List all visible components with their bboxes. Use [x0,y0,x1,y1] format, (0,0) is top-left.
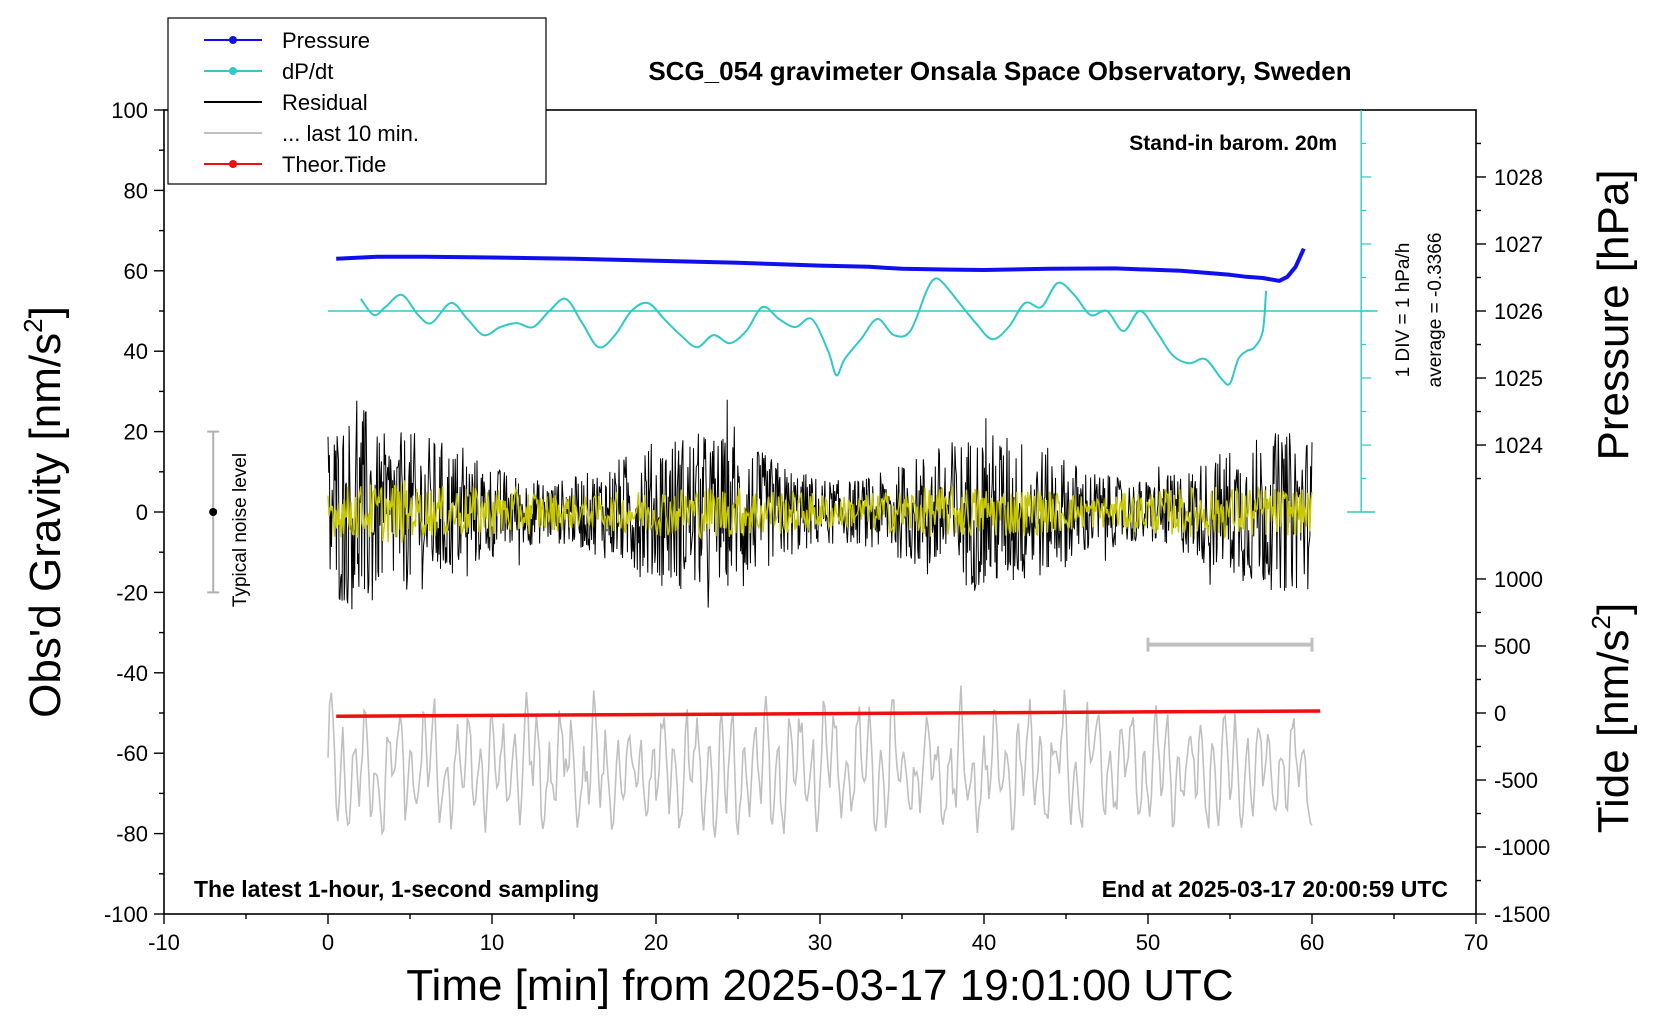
y-axis-left-ticks: -100 -80 -60 -40 -20 0 20 40 60 80 100 [104,98,164,927]
pressure-tick-label: 1027 [1494,232,1543,257]
pressure-tick-label: 1024 [1494,433,1543,458]
tide-tick-label: 0 [1494,701,1506,726]
y-tick-label: -40 [116,661,148,686]
legend-label: Residual [282,90,368,115]
x-tick-label: 40 [972,930,996,955]
residual-filtered-series [327,480,1313,543]
tide-tick-label: 500 [1494,634,1531,659]
tide-tick-label: -1500 [1494,902,1550,927]
legend-marker [229,67,237,75]
legend: Pressure dP/dt Residual ... last 10 min. The… [167,17,547,185]
pressure-tick-label: 1028 [1494,165,1543,190]
y-tick-label: 80 [124,178,148,203]
legend-label: ... last 10 min. [282,121,419,146]
pressure-axis-ticks: 1024 1025 1026 1027 1028 [1476,142,1543,480]
y-axis-label-left: Obs'd Gravity [nm/s2] [18,306,70,718]
y-tick-label: -80 [116,822,148,847]
x-tick-label: 20 [644,930,668,955]
y-tick-label: 60 [124,259,148,284]
pressure-line [336,247,1306,283]
last-10-min-series [327,685,1313,838]
theor-tide-series [336,709,1321,718]
pressure-tick-label: 1025 [1494,366,1543,391]
div-scale-note: 1 DIV = 1 hPa/h [1393,243,1414,378]
y-tick-label: -20 [116,580,148,605]
x-tick-label: -10 [148,930,180,955]
dpdt-series [359,277,1268,386]
y-tick-label: 100 [111,98,148,123]
legend-label: Theor.Tide [282,152,386,177]
chart-title: SCG_054 gravimeter Onsala Space Observat… [648,56,1351,86]
y-axis-label-pressure: Pressure [hPa] [1589,169,1638,460]
tide-tick-label: -500 [1494,768,1538,793]
x-tick-label: 0 [322,930,334,955]
x-axis-label: Time [min] from 2025-03-17 19:01:00 UTC [406,961,1233,1010]
x-tick-label: 30 [808,930,832,955]
noise-bar-dot [209,508,218,516]
bottom-right-note: End at 2025-03-17 20:00:59 UTC [1102,876,1448,902]
tide-axis-ticks: 1000 500 0 -500 -1000 -1500 [1476,567,1550,927]
y-tick-label: 20 [124,420,148,445]
x-axis-ticks: -10 0 10 20 30 40 50 60 70 [148,914,1488,955]
last-10-min-line [327,685,1313,838]
theor-tide-line [336,709,1321,718]
x-tick-label: 60 [1300,930,1324,955]
average-note: average = -0.3366 [1425,233,1446,388]
dpdt-line [359,277,1268,386]
x-tick-label: 70 [1464,930,1488,955]
y-axis-label-tide: Tide [nm/s2] [1586,603,1638,833]
legend-label: dP/dt [282,59,333,84]
y-tick-label: 40 [124,339,148,364]
tide-tick-label: 1000 [1494,567,1543,592]
tide-tick-label: -1000 [1494,835,1550,860]
pressure-series [336,247,1306,283]
y-tick-label: -60 [116,741,148,766]
y-tick-label: 0 [136,500,148,525]
y-tick-label: -100 [104,902,148,927]
x-tick-label: 10 [480,930,504,955]
residual-filtered-line [327,480,1313,543]
legend-marker [229,36,237,44]
x-tick-label: 50 [1136,930,1160,955]
legend-marker [229,160,237,168]
dpdt-scale-axis [328,110,1378,513]
pressure-tick-label: 1026 [1494,299,1543,324]
barom-note: Stand-in barom. 20m [1129,132,1337,155]
legend-label: Pressure [282,28,370,53]
noise-note: Typical noise level [230,453,251,607]
annotation-marks [207,430,1314,652]
bottom-left-note: The latest 1-hour, 1-second sampling [194,876,599,902]
